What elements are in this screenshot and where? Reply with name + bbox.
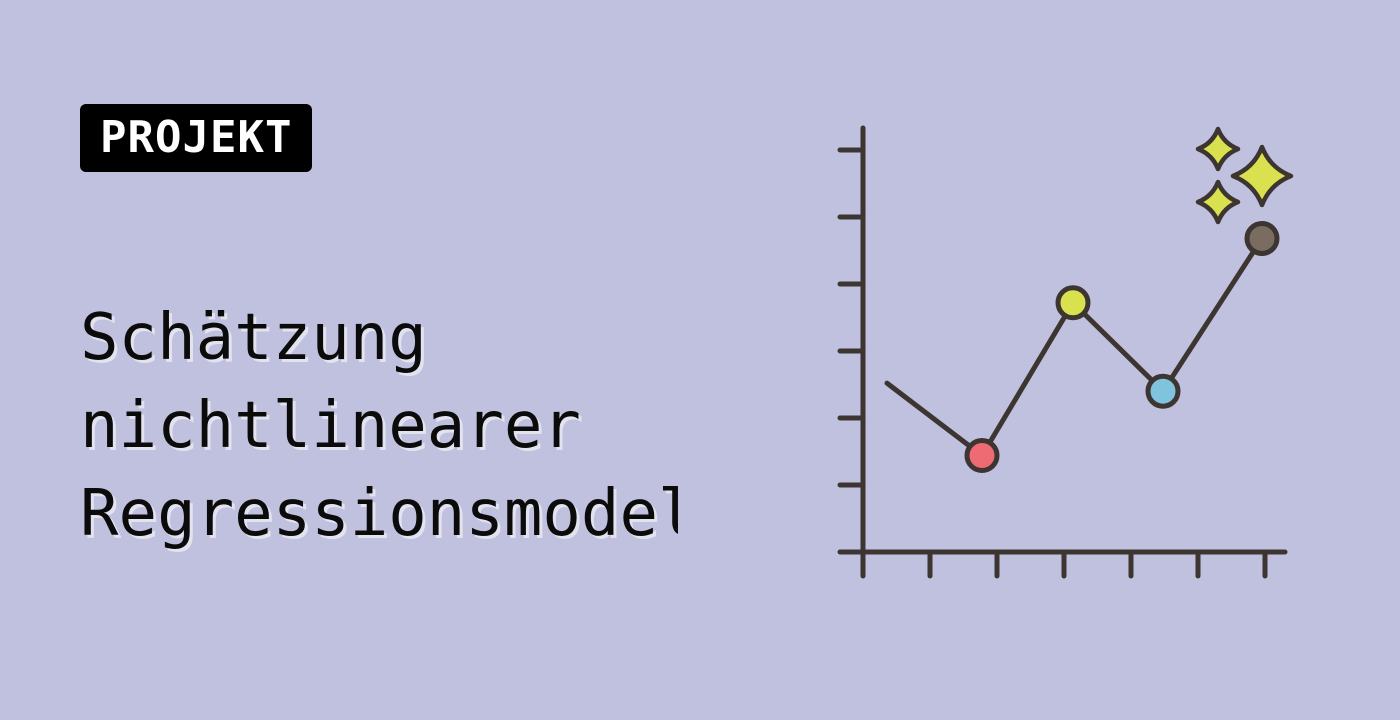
line-chart-illustration	[837, 125, 1294, 579]
title-line-2: nichtlinearer	[80, 389, 581, 463]
chart-points	[964, 220, 1280, 474]
page-title: Schätzung nichtlinearer Regressionsmodel	[80, 294, 678, 558]
chart-series-line	[884, 235, 1265, 459]
sparkle-small-bottom-icon	[1195, 179, 1241, 225]
title-line-3: Regressionsmodel	[80, 477, 678, 551]
line-chart-with-sparkles-icon	[830, 120, 1310, 594]
sparkle-small-top-icon	[1195, 126, 1241, 172]
chart-axes	[837, 125, 1288, 579]
sparkles-icon	[1195, 126, 1294, 225]
sparkle-large-icon	[1230, 144, 1294, 208]
data-point	[1145, 373, 1181, 409]
data-point	[964, 438, 1000, 474]
project-badge-label: PROJEKT	[100, 112, 293, 163]
series-polyline	[884, 235, 1265, 459]
title-line-1: Schätzung	[80, 301, 427, 375]
data-point	[1244, 220, 1280, 256]
project-badge: PROJEKT	[80, 104, 313, 172]
data-point	[1055, 285, 1091, 321]
